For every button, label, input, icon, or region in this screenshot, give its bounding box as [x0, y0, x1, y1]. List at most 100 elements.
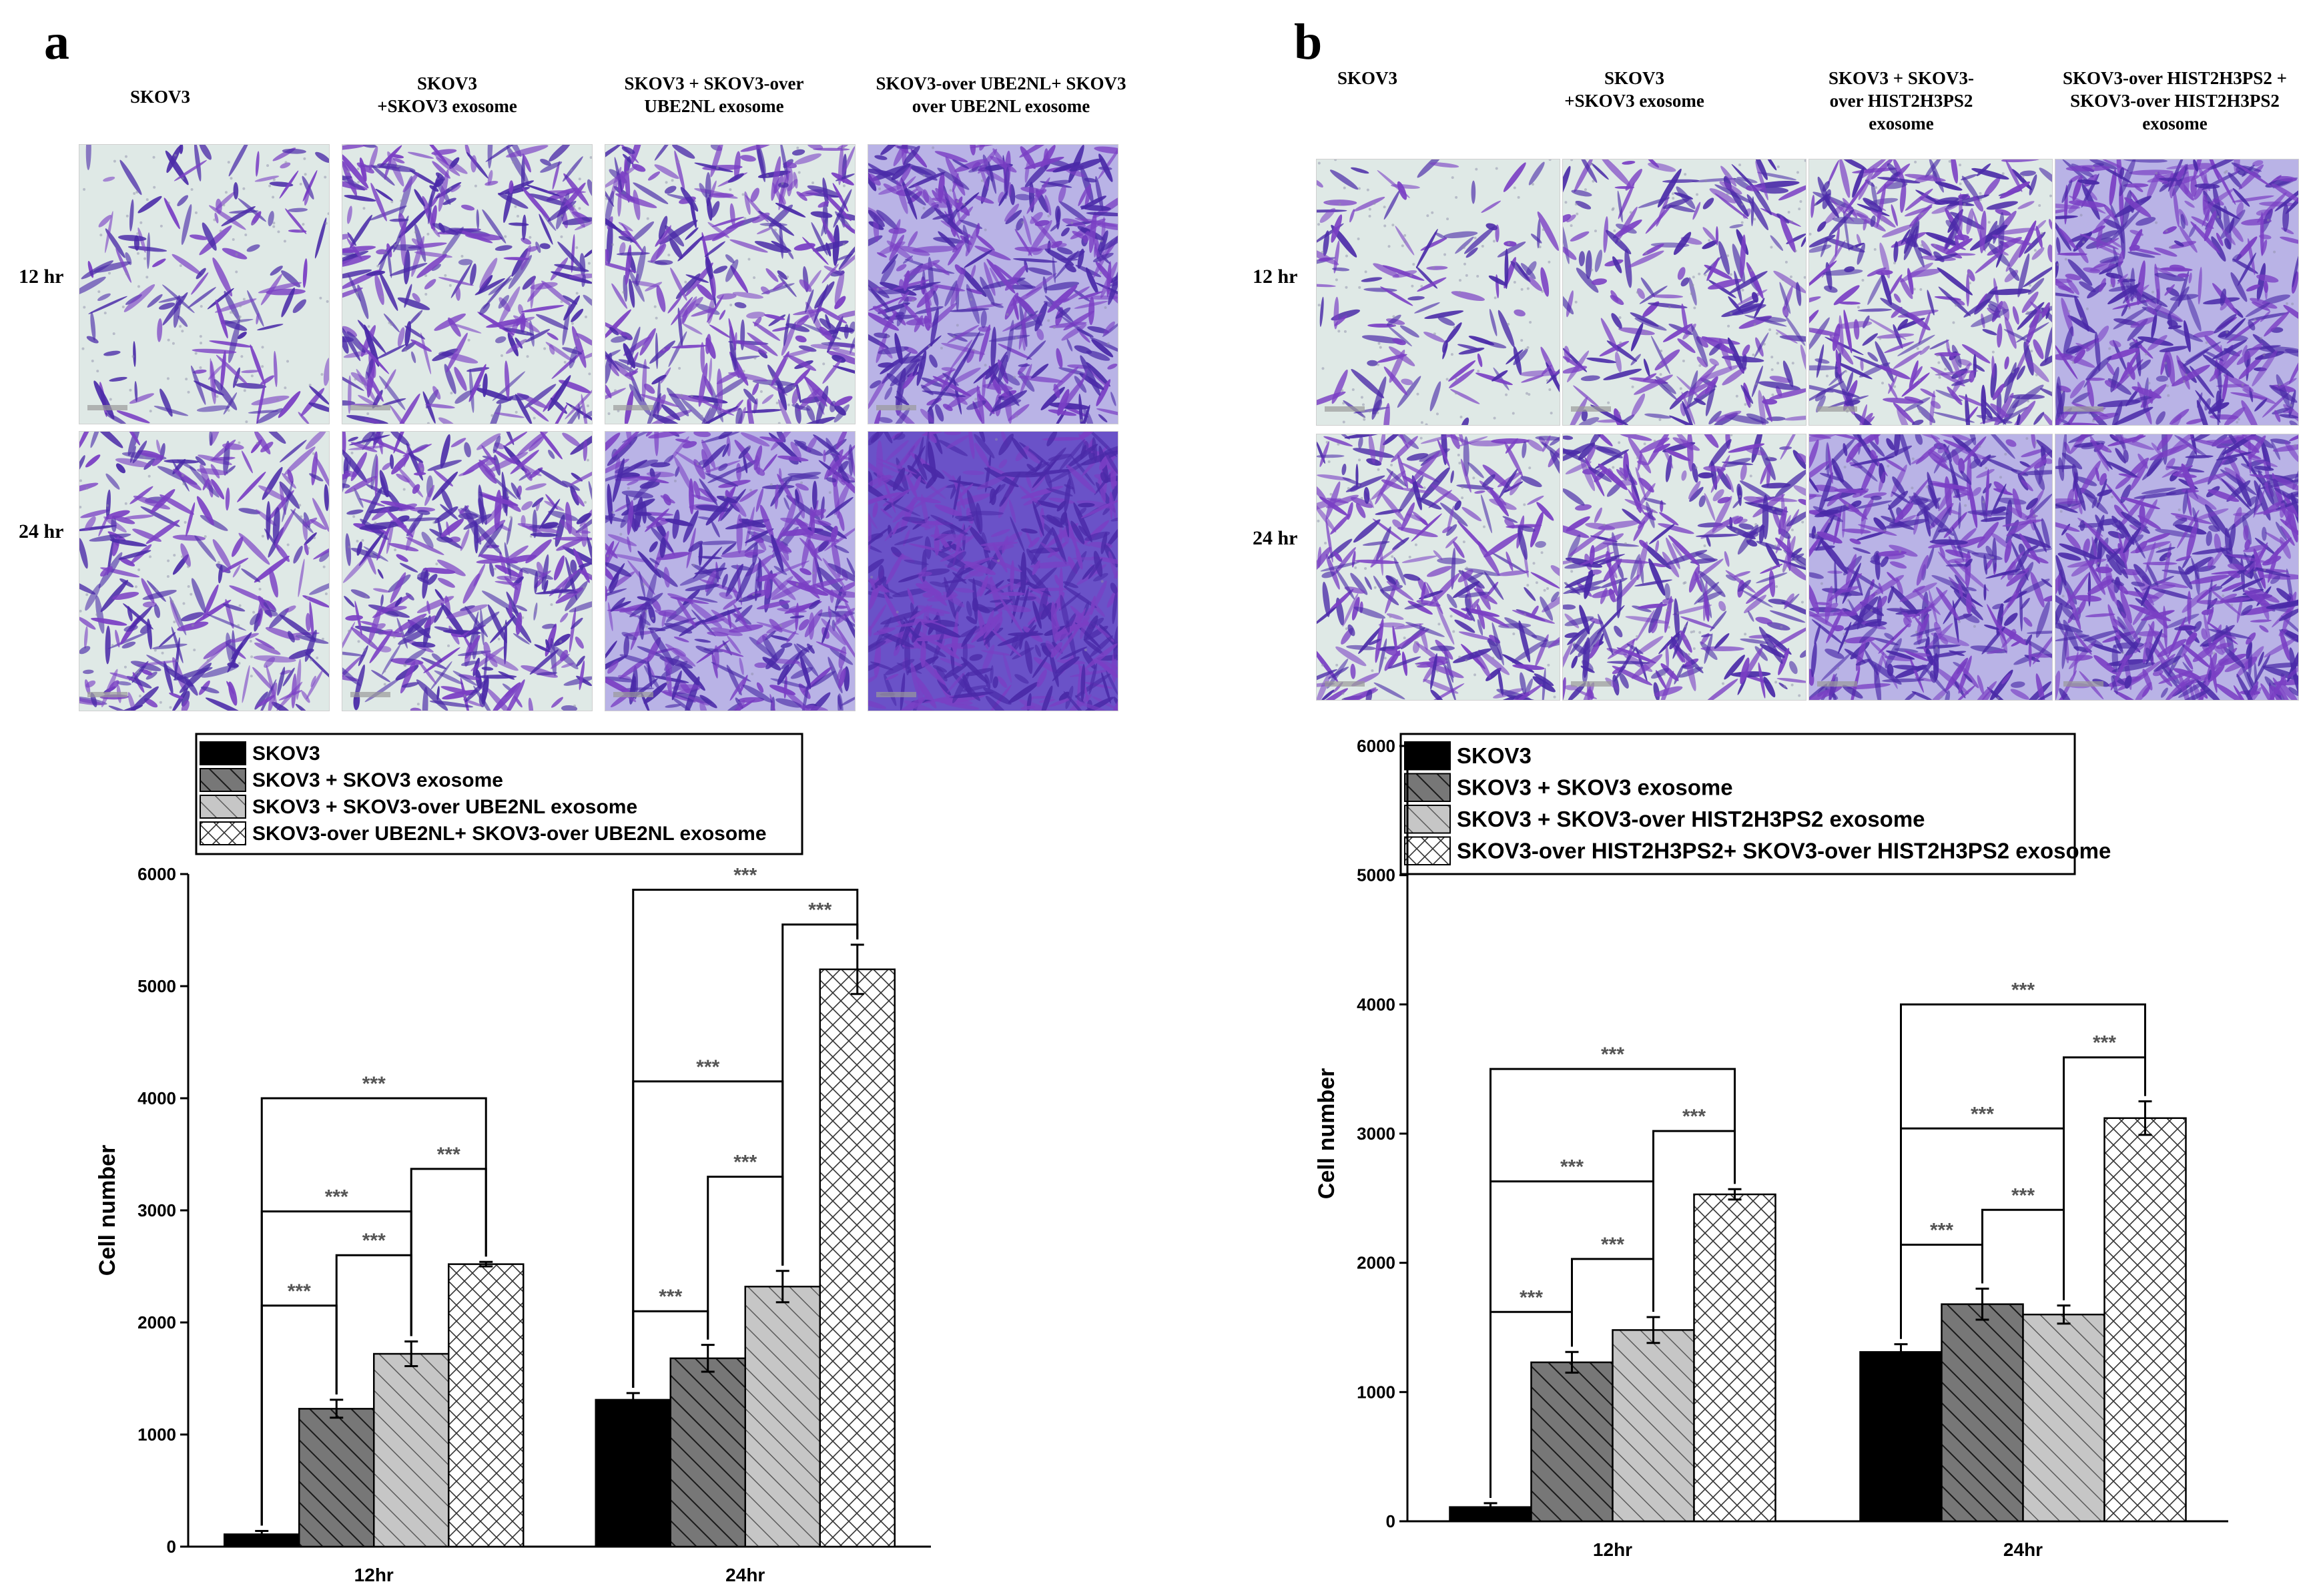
- stained-cell: [693, 480, 701, 500]
- stained-cell: [621, 632, 637, 641]
- stained-cell: [271, 701, 291, 711]
- membrane-pore: [291, 695, 294, 698]
- stained-cell: [401, 682, 419, 688]
- stained-cell: [2236, 342, 2263, 365]
- stained-cell: [870, 661, 894, 671]
- stained-cell: [437, 578, 455, 588]
- stained-cell: [513, 315, 541, 333]
- membrane-pore: [2064, 258, 2067, 261]
- stained-cell: [2075, 342, 2090, 350]
- stained-cell: [88, 296, 127, 314]
- stained-cell: [1028, 536, 1040, 548]
- membrane-pore: [1528, 393, 1531, 396]
- stained-cell: [1612, 256, 1622, 274]
- micrograph-texture: [342, 432, 592, 711]
- stained-cell: [980, 276, 995, 306]
- stained-cell: [740, 432, 770, 447]
- stained-cell: [815, 641, 847, 654]
- stained-cell: [1317, 454, 1345, 458]
- stained-cell: [605, 564, 614, 580]
- stained-cell: [509, 180, 514, 194]
- stained-cell: [989, 484, 1001, 504]
- membrane-pore: [1451, 176, 1454, 179]
- stained-cell: [709, 357, 712, 383]
- stained-cell: [687, 696, 709, 706]
- stained-cell: [216, 354, 249, 386]
- stained-cell: [832, 365, 855, 378]
- stained-cell: [1988, 304, 1999, 313]
- membrane-pore: [765, 174, 769, 177]
- stained-cell: [675, 438, 691, 443]
- membrane-pore: [256, 442, 259, 445]
- panel-b: b SKOV3 SKOV3 +SKOV3 exosome SKOV3 + SKO…: [1160, 0, 2321, 1596]
- stained-cell: [691, 494, 717, 503]
- stained-cell: [547, 332, 559, 340]
- stained-cell: [1342, 477, 1361, 485]
- stained-cell: [1317, 391, 1346, 408]
- stained-cell: [658, 609, 677, 617]
- stained-cell: [535, 242, 541, 254]
- stained-cell: [1709, 188, 1736, 204]
- stained-cell: [1947, 348, 1963, 384]
- stained-cell: [368, 146, 378, 171]
- stained-cell: [605, 562, 632, 577]
- membrane-pore: [216, 395, 219, 398]
- stained-cell: [539, 498, 561, 529]
- stained-cell: [1020, 705, 1036, 710]
- membrane-pore: [1919, 288, 1923, 291]
- stained-cell: [929, 354, 938, 368]
- membrane-pore: [560, 235, 563, 238]
- stained-cell: [487, 604, 507, 643]
- membrane-pore: [2027, 400, 2030, 403]
- stained-cell: [1339, 434, 1351, 440]
- stained-cell: [1088, 368, 1108, 388]
- stained-cell: [922, 592, 934, 598]
- stained-cell: [288, 631, 295, 643]
- stained-cell: [553, 633, 571, 647]
- stained-cell: [564, 566, 584, 590]
- membrane-pore: [1770, 246, 1773, 249]
- stained-cell: [739, 657, 744, 675]
- stained-cell: [761, 394, 774, 404]
- stained-cell: [1728, 271, 1768, 294]
- stained-cell: [880, 145, 902, 155]
- stained-cell: [434, 178, 444, 187]
- stained-cell: [137, 450, 161, 458]
- stained-cell: [611, 432, 641, 458]
- stained-cell: [988, 582, 1013, 594]
- stained-cell: [255, 151, 260, 177]
- membrane-pore: [173, 554, 176, 557]
- membrane-pore: [181, 474, 184, 477]
- stained-cell: [408, 310, 423, 325]
- stained-cell: [342, 658, 361, 687]
- membrane-pore: [261, 365, 264, 368]
- legend-label: SKOV3 + SKOV3-over UBE2NL exosome: [252, 796, 637, 818]
- stained-cell: [2248, 320, 2256, 331]
- stained-cell: [970, 265, 976, 279]
- stained-cell: [1897, 334, 1935, 356]
- membrane-pore: [190, 187, 194, 191]
- stained-cell: [1417, 277, 1447, 292]
- stained-cell: [2186, 294, 2202, 332]
- stained-cell: [711, 653, 718, 679]
- membrane-pore: [1803, 276, 1806, 279]
- membrane-pore: [200, 342, 203, 345]
- membrane-pore: [1944, 368, 1947, 371]
- membrane-pore: [272, 225, 276, 228]
- stained-cell: [354, 487, 364, 508]
- membrane-pore: [1668, 306, 1671, 309]
- stained-cell: [209, 432, 213, 446]
- stained-cell: [2282, 408, 2294, 414]
- stained-cell: [387, 251, 392, 278]
- stained-cell: [2017, 253, 2030, 298]
- micrograph-texture: [79, 145, 329, 424]
- membrane-pore: [171, 600, 174, 603]
- membrane-pore: [1342, 420, 1345, 424]
- stained-cell: [1550, 591, 1560, 603]
- membrane-pore: [1611, 208, 1614, 212]
- membrane-pore: [85, 593, 89, 596]
- stained-cell: [680, 187, 699, 212]
- membrane-pore: [182, 602, 186, 605]
- stained-cell: [487, 169, 493, 185]
- stained-cell: [834, 404, 850, 423]
